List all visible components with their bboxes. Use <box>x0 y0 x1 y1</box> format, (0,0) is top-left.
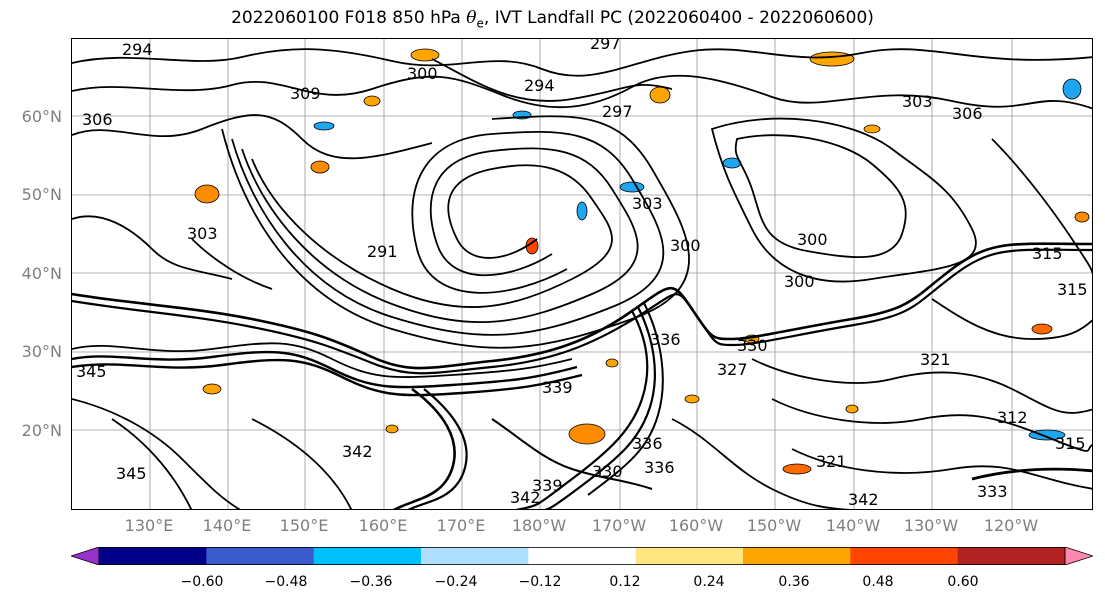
colorbar-tick: −0.24 <box>434 574 478 590</box>
contour-label: 303 <box>632 194 663 213</box>
contour-label: 342 <box>510 488 541 507</box>
colorbar-tick: 0.12 <box>609 574 641 590</box>
title-prefix: 2022060100 F018 850 hPa <box>231 8 467 28</box>
colorbar-segment <box>206 547 315 565</box>
contour-label: 336 <box>644 458 675 477</box>
theta-subscript: e <box>476 16 484 31</box>
lat-label-50n: 50°N <box>21 185 62 204</box>
contour-label: 330 <box>592 462 623 481</box>
contour-label: 321 <box>816 452 847 471</box>
lon-label-170e: 170°E <box>436 516 486 535</box>
lat-label-60n: 60°N <box>21 107 62 126</box>
lat-label-20n: 20°N <box>21 421 62 440</box>
contour-label: 339 <box>532 476 563 495</box>
colorbar-extend-max <box>1064 546 1095 566</box>
contour-label: 303 <box>902 92 933 111</box>
contour-label: 297 <box>602 102 633 121</box>
contour-label: 315 <box>1055 434 1086 453</box>
contour-label: 291 <box>367 242 398 261</box>
contour-label: 321 <box>920 350 951 369</box>
lon-label-160w: 160°W <box>668 516 724 535</box>
colorbar-tick: −0.12 <box>518 574 562 590</box>
colorbar-segments <box>69 546 1095 566</box>
colorbar-tick: 0.48 <box>862 574 894 590</box>
colorbar <box>69 546 1095 566</box>
contour-label: 306 <box>82 110 113 129</box>
lon-label-180w: 180°W <box>511 516 567 535</box>
lon-label-140w: 140°W <box>825 516 881 535</box>
contour-label: 312 <box>997 408 1028 427</box>
lon-label-140e: 140°E <box>202 516 252 535</box>
contour-label: 306 <box>952 104 983 123</box>
theta-symbol: θ <box>466 8 477 28</box>
lon-label-130w: 130°W <box>903 516 959 535</box>
contour-label: 294 <box>122 40 153 59</box>
contour-label: 345 <box>116 464 147 483</box>
colorbar-tick: −0.48 <box>264 574 308 590</box>
contour-label: 339 <box>542 378 573 397</box>
lat-label-40n: 40°N <box>21 264 62 283</box>
contour-label: 309 <box>290 84 321 103</box>
map-title: 2022060100 F018 850 hPa θe, IVT Landfall… <box>0 8 1105 30</box>
lon-label-150e: 150°E <box>279 516 329 535</box>
lon-label-120w: 120°W <box>983 516 1039 535</box>
colorbar-segment <box>743 547 851 565</box>
colorbar-segment <box>313 547 422 565</box>
colorbar-tick: 0.36 <box>778 574 810 590</box>
colorbar-outline <box>98 547 1066 566</box>
contour-label: 336 <box>632 434 663 453</box>
contour-label: 333 <box>977 482 1008 501</box>
contour-label: 303 <box>187 224 218 243</box>
contour-label: 315 <box>1032 244 1063 263</box>
colorbar-segment <box>957 547 1066 565</box>
colorbar-tick: −0.36 <box>349 574 393 590</box>
contour-label: 336 <box>650 330 681 349</box>
lon-label-160e: 160°E <box>358 516 408 535</box>
contour-label: 300 <box>407 64 438 83</box>
contour-label: 345 <box>76 362 107 381</box>
lon-label-130e: 130°E <box>124 516 174 535</box>
colorbar-segment <box>99 547 207 565</box>
contour-label: 297 <box>590 39 621 53</box>
contour-map: 294 309 300 294 297 297 303 306 303 291 … <box>72 39 1092 509</box>
colorbar-tick: −0.60 <box>180 574 224 590</box>
contour-label: 342 <box>342 442 373 461</box>
contour-label: 300 <box>797 230 828 249</box>
theta-e-contours <box>72 48 1092 509</box>
colorbar-segment <box>528 547 637 565</box>
contour-label: 300 <box>670 236 701 255</box>
colorbar-extend-min <box>69 546 100 566</box>
colorbar-segment <box>850 547 959 565</box>
contour-label: 342 <box>848 490 879 509</box>
contour-label: 327 <box>717 360 748 379</box>
colorbar-segment <box>635 547 744 565</box>
lon-label-150w: 150°W <box>746 516 802 535</box>
title-suffix: , IVT Landfall PC (2022060400 - 20220606… <box>483 8 874 28</box>
colorbar-tick: 0.24 <box>693 574 725 590</box>
contour-label: 330 <box>737 336 768 355</box>
map-plot-area: 294 309 300 294 297 297 303 306 303 291 … <box>71 38 1093 510</box>
contour-labels: 294 309 300 294 297 297 303 306 303 291 … <box>76 39 1088 509</box>
contour-label: 315 <box>1057 280 1088 299</box>
colorbar-tick: 0.60 <box>947 574 979 590</box>
contour-label: 300 <box>784 272 815 291</box>
contour-label: 294 <box>524 76 555 95</box>
colorbar-segment <box>421 547 529 565</box>
lat-label-30n: 30°N <box>21 342 62 361</box>
lon-label-170w: 170°W <box>591 516 647 535</box>
colorbar-graphic <box>69 546 1095 566</box>
